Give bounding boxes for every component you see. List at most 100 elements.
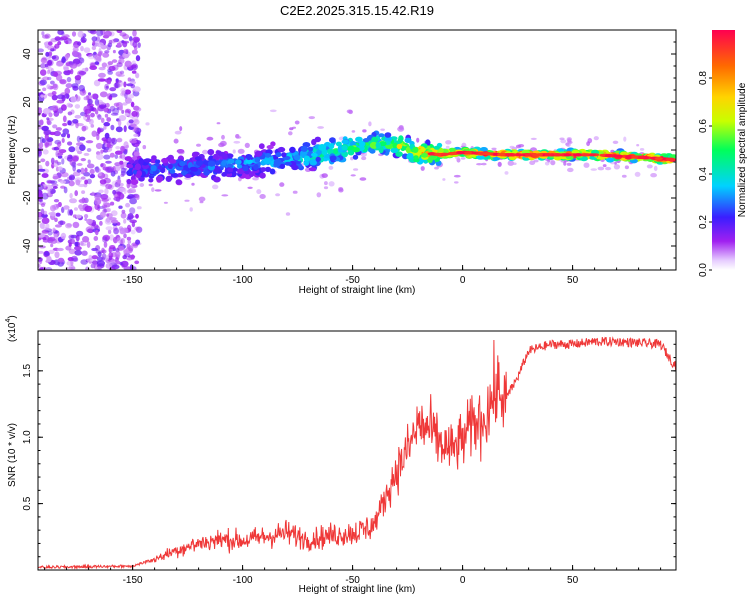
spectrogram-noise-blob bbox=[45, 160, 50, 167]
spectrogram-faint-blob bbox=[397, 126, 405, 132]
spectrogram-noise-blob bbox=[62, 115, 67, 123]
spectrogram-noise-blob bbox=[115, 80, 122, 83]
spectrogram-faint-blob bbox=[491, 147, 497, 150]
spectrogram-ridge-blob bbox=[134, 163, 141, 171]
spectrogram-ridge-blob bbox=[413, 155, 419, 160]
spectrogram-noise-blob bbox=[101, 62, 108, 68]
spectrogram-faint-blob bbox=[350, 156, 354, 161]
spectrogram-noise-blob bbox=[114, 250, 121, 258]
spectrogram-faint-blob bbox=[350, 174, 356, 177]
spectrogram-noise-blob bbox=[110, 124, 115, 131]
spectrogram-noise-blob bbox=[112, 49, 116, 54]
spectrogram-noise-blob bbox=[80, 259, 88, 265]
spectrogram-noise-blob bbox=[104, 113, 109, 118]
spectrogram-noise-blob bbox=[119, 261, 123, 266]
y-tick-label: 40 bbox=[22, 48, 33, 60]
spectrogram-noise-blob bbox=[86, 178, 92, 185]
spectrogram-noise-blob bbox=[69, 192, 73, 199]
spectrogram-noise-blob bbox=[110, 137, 116, 144]
spectrogram-ridge-blob bbox=[375, 141, 381, 149]
spectrogram-faint-blob bbox=[613, 164, 621, 170]
spectrogram-core-blob bbox=[654, 157, 663, 161]
svg-text:(x104): (x104) bbox=[5, 315, 18, 342]
spectrogram-noise-blob bbox=[84, 167, 88, 173]
spectrogram-ridge-blob bbox=[341, 139, 349, 144]
spectrogram-ridge-blob bbox=[253, 163, 259, 171]
spectrogram-y-ticks: -40 -20 0 20 40 bbox=[22, 29, 676, 271]
spectrogram-faint-blob bbox=[511, 162, 517, 165]
spectrogram-core-blob bbox=[581, 153, 590, 157]
colorbar-tick-label: 0.0 bbox=[698, 263, 709, 277]
spectrogram-core-blob bbox=[531, 153, 540, 157]
spectrogram-faint-blob bbox=[269, 109, 277, 113]
spectrogram-faint-blob bbox=[560, 139, 567, 144]
spectrogram-noise-blob bbox=[101, 256, 105, 262]
spectrogram-noise-blob bbox=[105, 255, 109, 261]
spectrogram-faint-blob bbox=[509, 145, 515, 149]
spectrogram-ridge-blob bbox=[254, 156, 261, 163]
spectrogram-noise-blob bbox=[53, 130, 61, 137]
spectrogram-noise-blob bbox=[66, 102, 72, 108]
spectrogram-noise-blob bbox=[122, 255, 127, 260]
spectrogram-noise-blob bbox=[126, 243, 131, 249]
spectrogram-noise-blob bbox=[105, 226, 113, 231]
spectrogram-noise-blob bbox=[67, 141, 73, 146]
spectrogram-noise-blob bbox=[107, 70, 113, 75]
spectrogram-ridge-blob bbox=[179, 160, 186, 167]
spectrogram-noise-blob bbox=[61, 57, 67, 64]
spectrogram-noise-blob bbox=[44, 228, 53, 233]
spectrogram-faint-blob bbox=[221, 134, 225, 140]
spectrogram-faint-blob bbox=[636, 144, 640, 147]
spectrogram-faint-blob bbox=[380, 128, 385, 131]
spectrogram-noise-blob bbox=[38, 250, 44, 254]
spectrogram-noise-blob bbox=[42, 93, 48, 99]
spectrogram-ridge-blob bbox=[221, 160, 227, 167]
spectrogram-faint-blob bbox=[163, 201, 168, 204]
spectrogram-ridge-blob bbox=[221, 172, 227, 177]
spectrogram-noise-blob bbox=[106, 213, 110, 217]
spectrogram-noise-blob bbox=[56, 62, 64, 67]
spectrogram-noise-blob bbox=[91, 45, 97, 51]
y-tick-label: 1.0 bbox=[22, 430, 33, 444]
figure-title: C2E2.2025.315.15.42.R19 bbox=[280, 3, 434, 18]
spectrogram-noise-blob bbox=[42, 34, 49, 39]
spectrogram-faint-blob bbox=[420, 166, 425, 171]
spectrogram-core-blob bbox=[544, 153, 553, 157]
spectrogram-faint-blob bbox=[586, 141, 590, 147]
spectrogram-noise-blob bbox=[93, 236, 99, 241]
spectrogram-noise-blob bbox=[50, 205, 56, 212]
snr-multiplier: (x104) bbox=[5, 315, 18, 342]
spectrogram-noise-blob bbox=[124, 97, 132, 104]
spectrogram-noise-blob bbox=[117, 73, 125, 77]
spectrogram-noise-blob bbox=[99, 91, 108, 98]
spectrogram-noise-blob bbox=[52, 186, 58, 189]
spectrogram-ridge-blob bbox=[264, 153, 272, 158]
spectrogram-noise-blob bbox=[74, 207, 78, 211]
spectrogram-ridge-blob bbox=[406, 152, 414, 159]
spectrogram-faint-blob bbox=[129, 189, 137, 193]
spectrogram-noise-blob bbox=[115, 126, 123, 133]
spectrogram-faint-blob bbox=[136, 195, 140, 200]
spectrogram-noise-blob bbox=[61, 31, 65, 36]
spectrogram-noise-blob bbox=[53, 199, 60, 203]
spectrogram-noise-blob bbox=[52, 83, 58, 89]
spectrogram-ridge-blob bbox=[284, 161, 292, 166]
spectrogram-ridge-blob bbox=[352, 154, 359, 160]
spectrogram-noise-blob bbox=[117, 119, 122, 127]
snr-series-line bbox=[38, 336, 676, 570]
spectrogram-faint-blob bbox=[612, 140, 619, 144]
spectrogram-noise-blob bbox=[72, 221, 80, 229]
spectrogram-noise-blob bbox=[134, 260, 140, 265]
spectrogram-noise-blob bbox=[102, 236, 108, 243]
spectrogram-ridge-blob bbox=[245, 159, 253, 165]
spectrogram-noise-blob bbox=[87, 98, 93, 105]
spectrogram-faint-blob bbox=[259, 194, 266, 199]
spectrogram-ridge-blob bbox=[273, 158, 282, 166]
spectrogram-noise-blob bbox=[78, 71, 87, 75]
spectrogram-noise-blob bbox=[74, 249, 82, 256]
spectrogram-noise-blob bbox=[88, 254, 93, 261]
spectrogram-faint-blob bbox=[328, 165, 334, 170]
spectrogram-noise-blob bbox=[77, 41, 82, 46]
spectrogram-ridge-blob bbox=[355, 136, 363, 142]
spectrogram-noise-blob bbox=[133, 119, 140, 125]
